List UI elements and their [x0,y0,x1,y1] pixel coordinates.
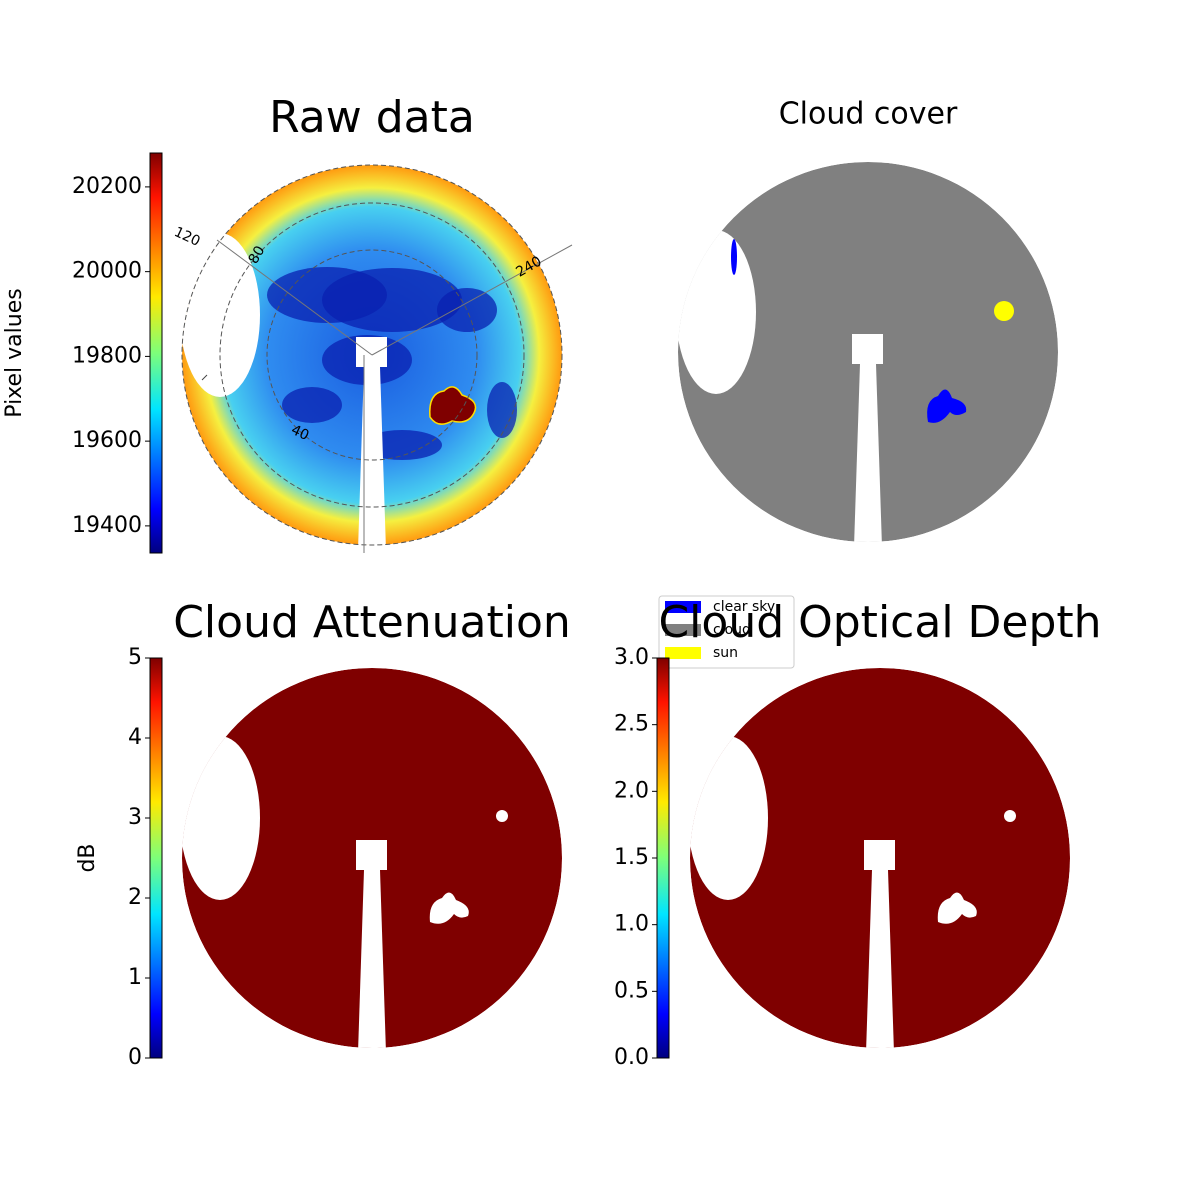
panel-title: Cloud cover [779,97,958,132]
clear-sky-patch [927,389,967,423]
sky-image [678,162,1058,542]
polar-label: 120 [172,224,203,250]
colorbar-tick-label: 20200 [72,174,142,199]
sky-image [182,668,562,1048]
polar-ring [181,164,563,546]
mask-notch [690,736,768,900]
mask-post [356,337,387,367]
polar-label: 40 [289,422,312,444]
colorbar-tick-label: 0.0 [614,1045,649,1070]
colorbar-tick-label: 20000 [72,259,142,284]
panel-title: Cloud Optical Depth [658,597,1101,648]
colorbar-tick-label: 4 [128,725,142,750]
panel-title: Cloud Attenuation [173,597,571,648]
legend-label: sun [713,645,738,661]
colorbar-tick-label: 19600 [72,428,142,453]
colorbar-tick-label: 0 [128,1045,142,1070]
horizon-mark [201,374,208,381]
colorbar-tick-label: 19800 [72,343,142,368]
colorbar-tick-label: 1.5 [614,845,649,870]
colorbar-tick-label: 1 [128,965,142,990]
polar-ring [219,202,525,508]
mask-post [864,840,895,870]
legend-swatch [665,647,701,659]
mask-notch [182,736,260,900]
sun-mask [1004,810,1016,822]
colorbar-tick-label: 5 [128,645,142,670]
panel-title: Raw data [269,92,475,143]
colorbar-tick-label: 2.0 [614,778,649,803]
colorbar [149,152,163,554]
mask-arm [866,870,894,1048]
colorbar [656,657,670,1059]
clear-patch [937,892,977,924]
polar-label: 80 [246,243,269,266]
colorbar-tick-label: 2.5 [614,712,649,737]
mask-post [356,840,387,870]
clear-patch [429,892,469,924]
bright-patch [429,386,477,425]
mask-arm [358,870,386,1048]
mask-post [852,334,883,364]
dark-cloud [282,387,342,423]
colorbar-tick-label: 3 [128,805,142,830]
sky-image [690,668,1070,1048]
legend-swatch [665,624,701,636]
sun-mask [496,810,508,822]
clear-sky-edge [731,239,737,275]
colorbar [149,657,163,1059]
colorbar-tick-label: 0.5 [614,978,649,1003]
sun [994,301,1014,321]
sky-image [182,165,562,545]
colorbar-tick-label: 2 [128,885,142,910]
colorbar-tick-label: 1.0 [614,912,649,937]
mask-arm [854,364,882,542]
colorbar-tick-label: 19400 [72,513,142,538]
polar-spoke [216,239,373,356]
dark-cloud [487,382,517,438]
mask-notch [678,230,756,394]
legend-swatch [665,601,701,613]
colorbar-tick-label: 3.0 [614,645,649,670]
dark-cloud [322,268,462,332]
colorbar-label: dB [75,843,100,872]
polar-ring [266,249,478,461]
mask-arm [358,367,386,545]
legend-label: clear sky [713,599,775,615]
legend: clear sky cloud sun [658,595,795,669]
polar-spoke [371,244,573,356]
colorbar-label: Pixel values [2,288,27,417]
legend-label: cloud [713,622,751,638]
